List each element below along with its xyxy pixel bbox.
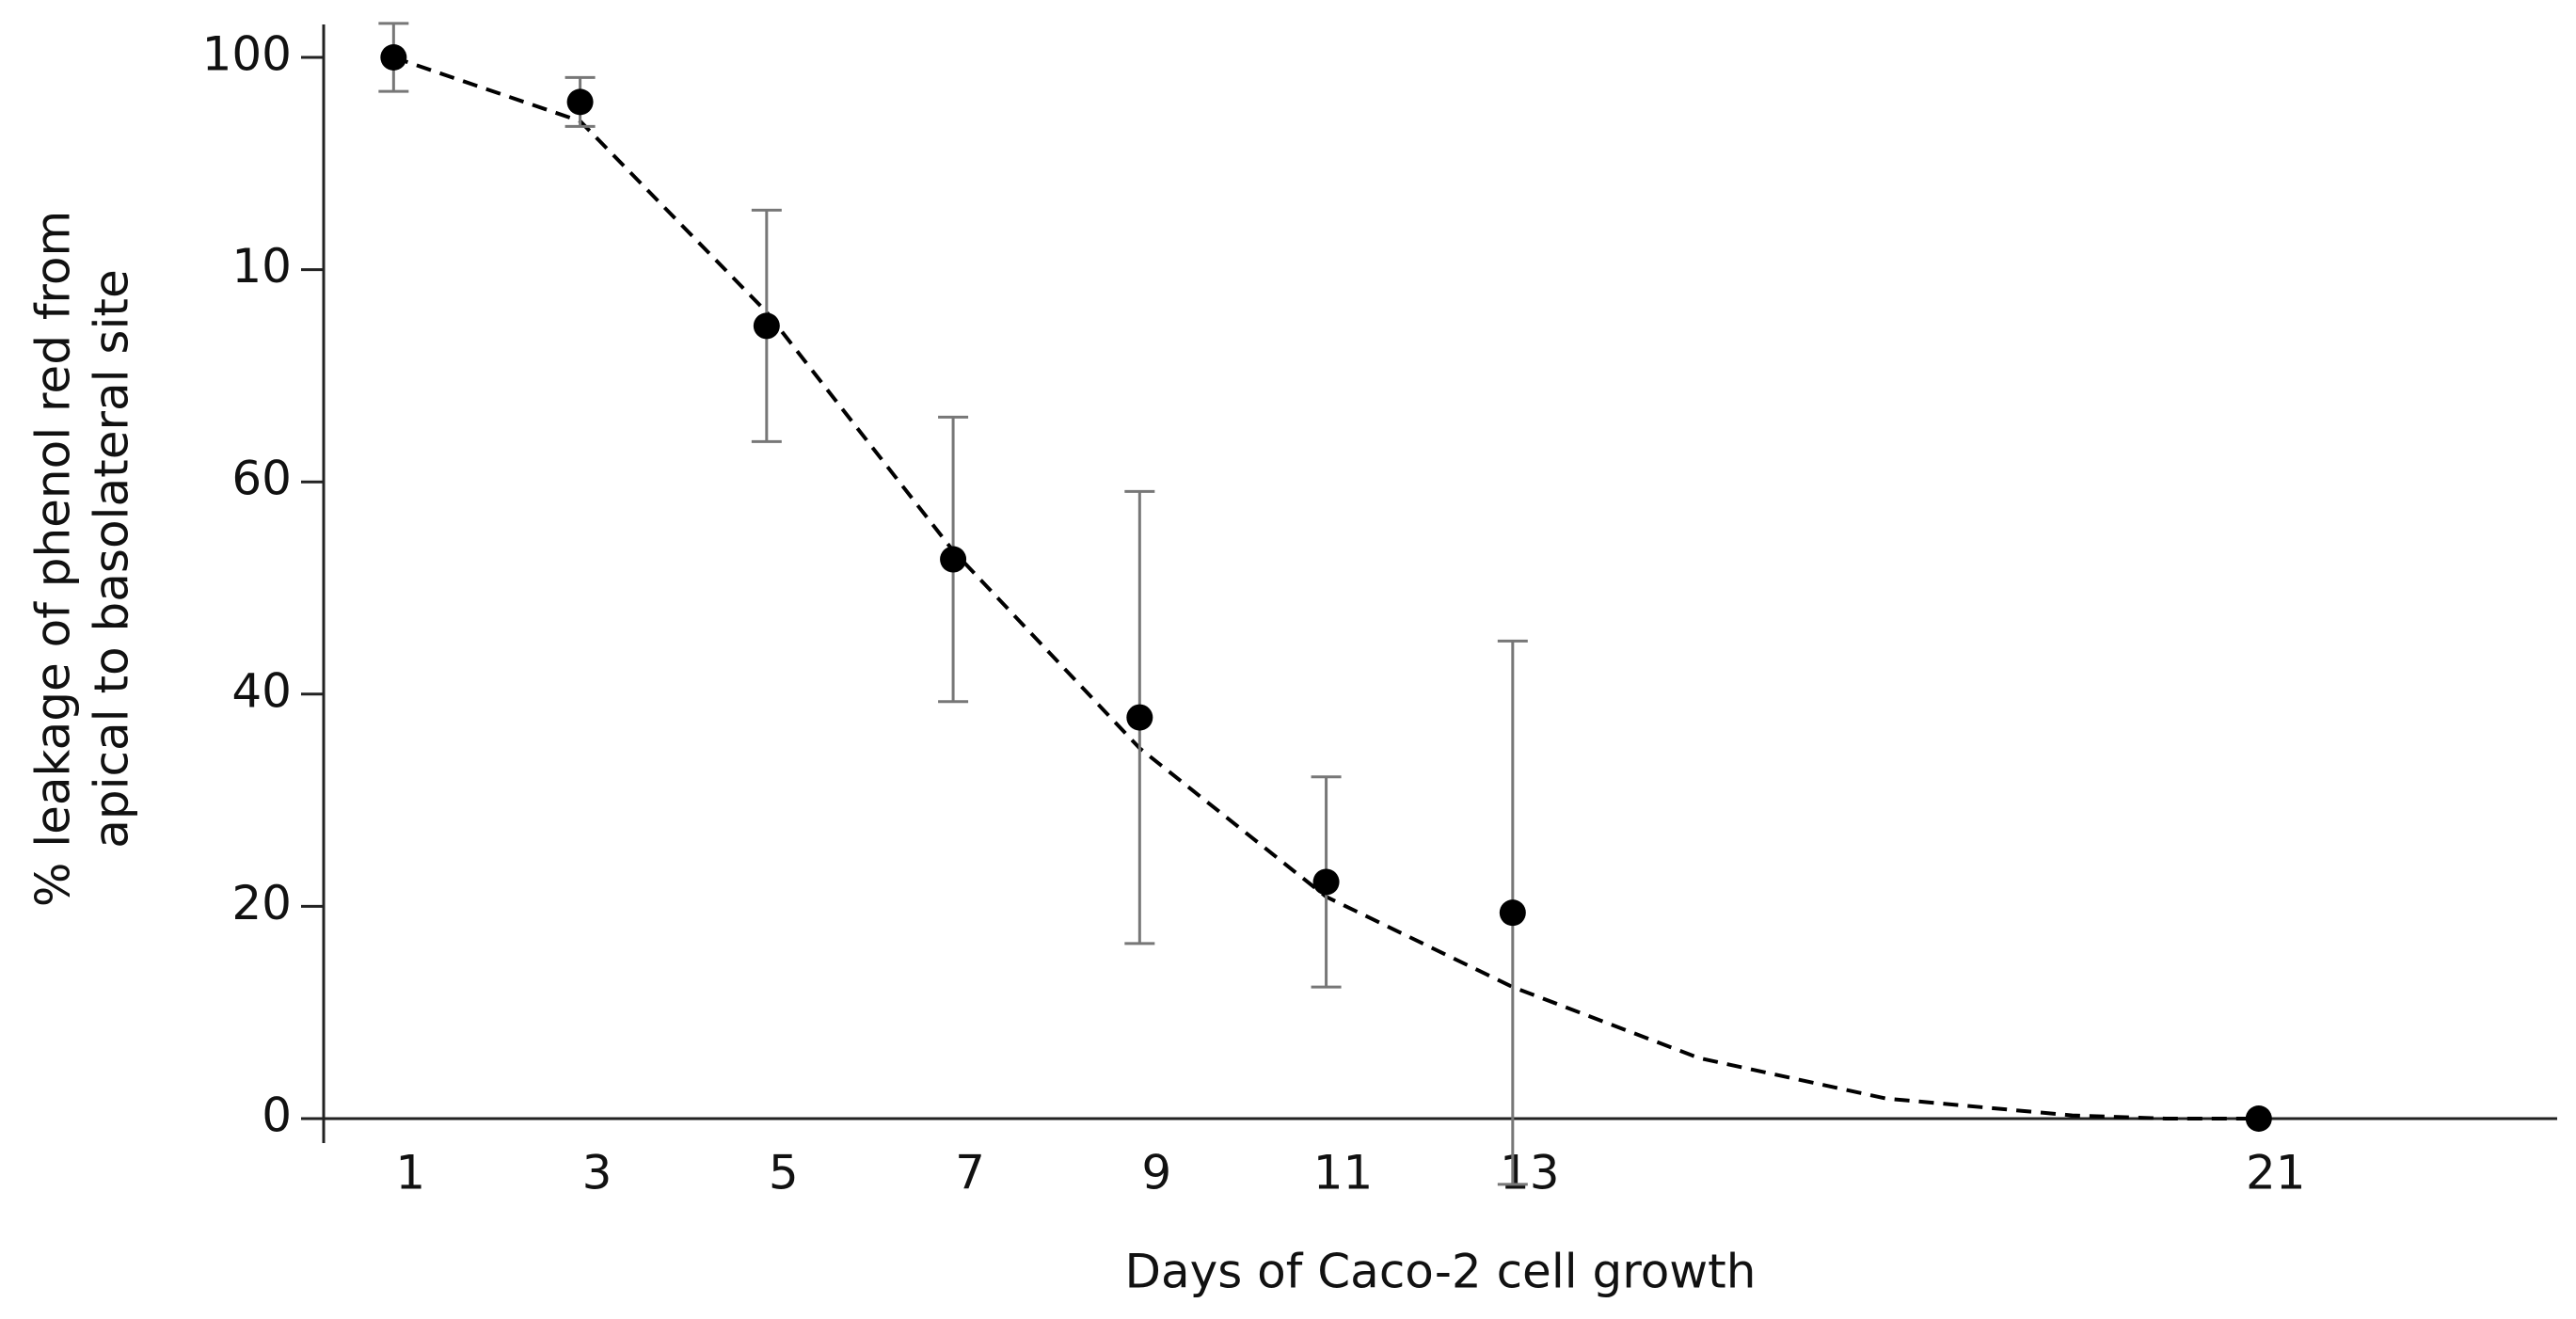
y-tick-label: 0 <box>262 1089 292 1143</box>
x-tick-label: 3 <box>582 1146 612 1200</box>
x-tick-label: 1 <box>395 1146 425 1200</box>
x-axis-label: Days of Caco-2 cell growth <box>1125 1245 1757 1299</box>
data-point <box>2245 1105 2272 1132</box>
y-tick-label: 40 <box>231 663 292 718</box>
data-point <box>753 312 780 340</box>
y-tick-label: 10 <box>231 239 292 294</box>
x-tick-label: 5 <box>769 1146 799 1200</box>
y-tick-label: 60 <box>231 452 292 506</box>
x-tick-label: 11 <box>1313 1146 1374 1200</box>
x-tick-label: 21 <box>2246 1146 2306 1200</box>
fit-curve <box>392 56 2259 1120</box>
x-tick-label: 13 <box>1500 1146 1560 1200</box>
y-axis-label-line: % leakage of phenol red from <box>26 211 81 907</box>
data-point <box>1126 704 1153 731</box>
data-point <box>1312 868 1340 896</box>
y-tick-label: 20 <box>231 876 292 930</box>
data-point <box>1499 899 1526 927</box>
x-tick-label: 9 <box>1141 1146 1171 1200</box>
y-axis-label: % leakage of phenol red from apical to b… <box>26 211 139 907</box>
data-point <box>380 44 407 71</box>
y-axis-label-line: apical to basolateral site <box>85 269 139 848</box>
y-tick-label: 100 <box>202 27 292 82</box>
data-point <box>940 546 967 573</box>
data-point <box>566 88 594 116</box>
x-tick-label: 7 <box>955 1146 985 1200</box>
